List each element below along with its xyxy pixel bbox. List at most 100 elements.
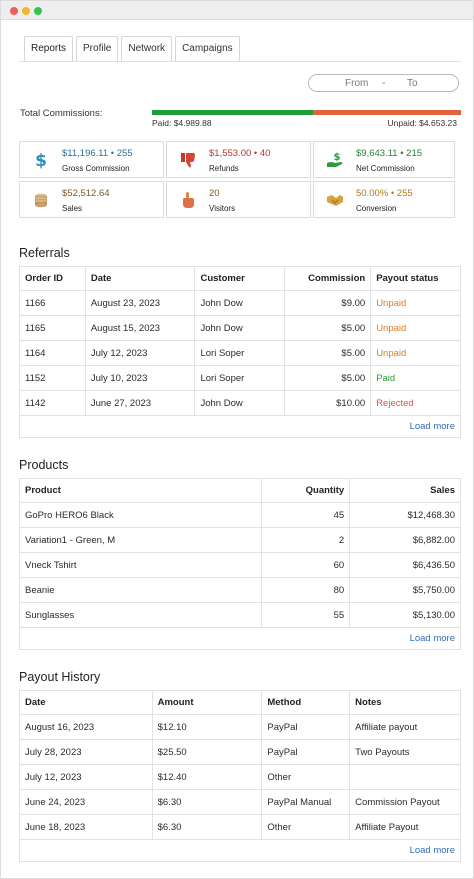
- paid-progress-bar: [152, 110, 313, 115]
- column-header[interactable]: Payout status: [370, 266, 461, 291]
- svg-text:$: $: [334, 152, 341, 163]
- commission-cell: $5.00: [284, 340, 372, 366]
- tab-campaigns[interactable]: Campaigns: [175, 36, 240, 61]
- products-table: Product Quantity Sales GoPro HERO6 Black…: [18, 478, 461, 628]
- referrals-table: Order ID Date Customer Commission Payout…: [19, 266, 461, 416]
- stat-value: $11,196.11 • 255: [62, 148, 133, 159]
- payouts-load-more-link[interactable]: Load more: [409, 845, 455, 856]
- date-to-field[interactable]: To: [407, 77, 418, 89]
- order-id-cell: 1164: [19, 340, 86, 366]
- date-cell: June 27, 2023: [84, 390, 196, 416]
- amount-cell: $6.30: [151, 814, 263, 840]
- date-range-picker[interactable]: From - To: [308, 74, 459, 92]
- table-row[interactable]: Variation1 - Green, M 2 $6,882.00: [18, 527, 461, 553]
- stat-value: $52,512.64: [62, 188, 110, 199]
- tab-bar: Reports Profile Network Campaigns: [24, 36, 240, 61]
- payout-status-cell: Unpaid: [370, 290, 461, 316]
- stat-value: 20: [209, 188, 220, 199]
- table-row[interactable]: 1166 August 23, 2023 John Dow $9.00 Unpa…: [19, 290, 461, 316]
- table-row[interactable]: Vneck Tshirt 60 $6,436.50: [18, 552, 461, 578]
- maximize-window-button[interactable]: [34, 7, 42, 15]
- customer-cell: Lori Soper: [194, 340, 286, 366]
- minimize-window-button[interactable]: [22, 7, 30, 15]
- column-header[interactable]: Sales: [349, 478, 461, 503]
- order-id-cell: 1165: [19, 315, 86, 341]
- referrals-load-more-link[interactable]: Load more: [409, 421, 455, 432]
- customer-cell: John Dow: [194, 390, 286, 416]
- tab-network[interactable]: Network: [121, 36, 173, 61]
- order-id-cell: 1142: [19, 390, 86, 416]
- commission-cell: $10.00: [284, 390, 372, 416]
- coins-icon: [35, 193, 47, 208]
- date-from-field[interactable]: From: [345, 77, 369, 89]
- column-header[interactable]: Date: [84, 266, 196, 291]
- column-header[interactable]: Order ID: [19, 266, 86, 291]
- table-row[interactable]: GoPro HERO6 Black 45 $12,468.30: [18, 502, 461, 528]
- column-header[interactable]: Method: [261, 690, 351, 715]
- date-cell: June 24, 2023: [19, 789, 153, 815]
- tab-reports[interactable]: Reports: [24, 36, 74, 61]
- payout-status-cell: Paid: [370, 365, 461, 391]
- product-cell: Sunglasses: [18, 602, 263, 628]
- amount-cell: $25.50: [151, 739, 263, 765]
- commission-cell: $5.00: [284, 315, 372, 341]
- sales-cell: $5,130.00: [349, 602, 461, 628]
- unpaid-amount: Unpaid: $4.653.23: [387, 118, 457, 128]
- table-header-row: Product Quantity Sales: [18, 478, 461, 503]
- payout-status-cell: Unpaid: [370, 340, 461, 366]
- date-range-separator: -: [382, 77, 386, 89]
- notes-cell: Affiliate payout: [349, 714, 461, 740]
- date-cell: July 12, 2023: [84, 340, 196, 366]
- table-row[interactable]: Beanie 80 $5,750.00: [18, 577, 461, 603]
- customer-cell: John Dow: [194, 290, 286, 316]
- products-heading: Products: [19, 458, 69, 472]
- date-cell: July 12, 2023: [19, 764, 153, 790]
- table-row[interactable]: July 12, 2023 $12.40 Other: [19, 764, 461, 790]
- products-footer: Load more: [19, 626, 461, 650]
- stat-value: $1,553.00 • 40: [209, 148, 271, 159]
- paid-amount: Paid: $4.989.88: [152, 118, 212, 128]
- sales-cell: $12,468.30: [349, 502, 461, 528]
- table-row[interactable]: 1142 June 27, 2023 John Dow $10.00 Rejec…: [19, 390, 461, 416]
- table-row[interactable]: June 24, 2023 $6.30 PayPal Manual Commis…: [19, 789, 461, 815]
- column-header[interactable]: Date: [19, 690, 153, 715]
- title-bar: [1, 1, 473, 20]
- column-header[interactable]: Notes: [349, 690, 461, 715]
- column-header[interactable]: Quantity: [261, 478, 351, 503]
- method-cell: PayPal: [261, 714, 351, 740]
- close-window-button[interactable]: [10, 7, 18, 15]
- amount-cell: $6.30: [151, 789, 263, 815]
- table-row[interactable]: June 18, 2023 $6.30 Other Affiliate Payo…: [19, 814, 461, 840]
- column-header[interactable]: Customer: [194, 266, 286, 291]
- table-row[interactable]: August 16, 2023 $12.10 PayPal Affiliate …: [19, 714, 461, 740]
- table-header-row: Order ID Date Customer Commission Payout…: [19, 266, 461, 291]
- column-header[interactable]: Amount: [151, 690, 263, 715]
- stat-label: Conversion: [356, 204, 397, 213]
- tab-profile[interactable]: Profile: [76, 36, 119, 61]
- tab-divider: [19, 61, 461, 62]
- quantity-cell: 2: [261, 527, 351, 553]
- products-load-more-link[interactable]: Load more: [409, 633, 455, 644]
- table-row[interactable]: 1165 August 15, 2023 John Dow $5.00 Unpa…: [19, 315, 461, 341]
- table-row[interactable]: Sunglasses 55 $5,130.00: [18, 602, 461, 628]
- stat-label: Refunds: [209, 164, 239, 173]
- referrals-heading: Referrals: [19, 246, 70, 260]
- table-row[interactable]: July 28, 2023 $25.50 PayPal Two Payouts: [19, 739, 461, 765]
- unpaid-progress-bar: [313, 110, 461, 115]
- amount-cell: $12.40: [151, 764, 263, 790]
- thumbs-down-icon: [181, 153, 195, 168]
- hand-money-icon: $: [327, 152, 343, 167]
- table-row[interactable]: 1164 July 12, 2023 Lori Soper $5.00 Unpa…: [19, 340, 461, 366]
- table-row[interactable]: 1152 July 10, 2023 Lori Soper $5.00 Paid: [19, 365, 461, 391]
- column-header[interactable]: Commission: [284, 266, 372, 291]
- quantity-cell: 80: [261, 577, 351, 603]
- notes-cell: Two Payouts: [349, 739, 461, 765]
- product-cell: Beanie: [18, 577, 263, 603]
- stat-value: 50.00% • 255: [356, 188, 413, 199]
- quantity-cell: 45: [261, 502, 351, 528]
- product-cell: Variation1 - Green, M: [18, 527, 263, 553]
- method-cell: Other: [261, 814, 351, 840]
- column-header[interactable]: Product: [18, 478, 263, 503]
- quantity-cell: 55: [261, 602, 351, 628]
- sales-cell: $5,750.00: [349, 577, 461, 603]
